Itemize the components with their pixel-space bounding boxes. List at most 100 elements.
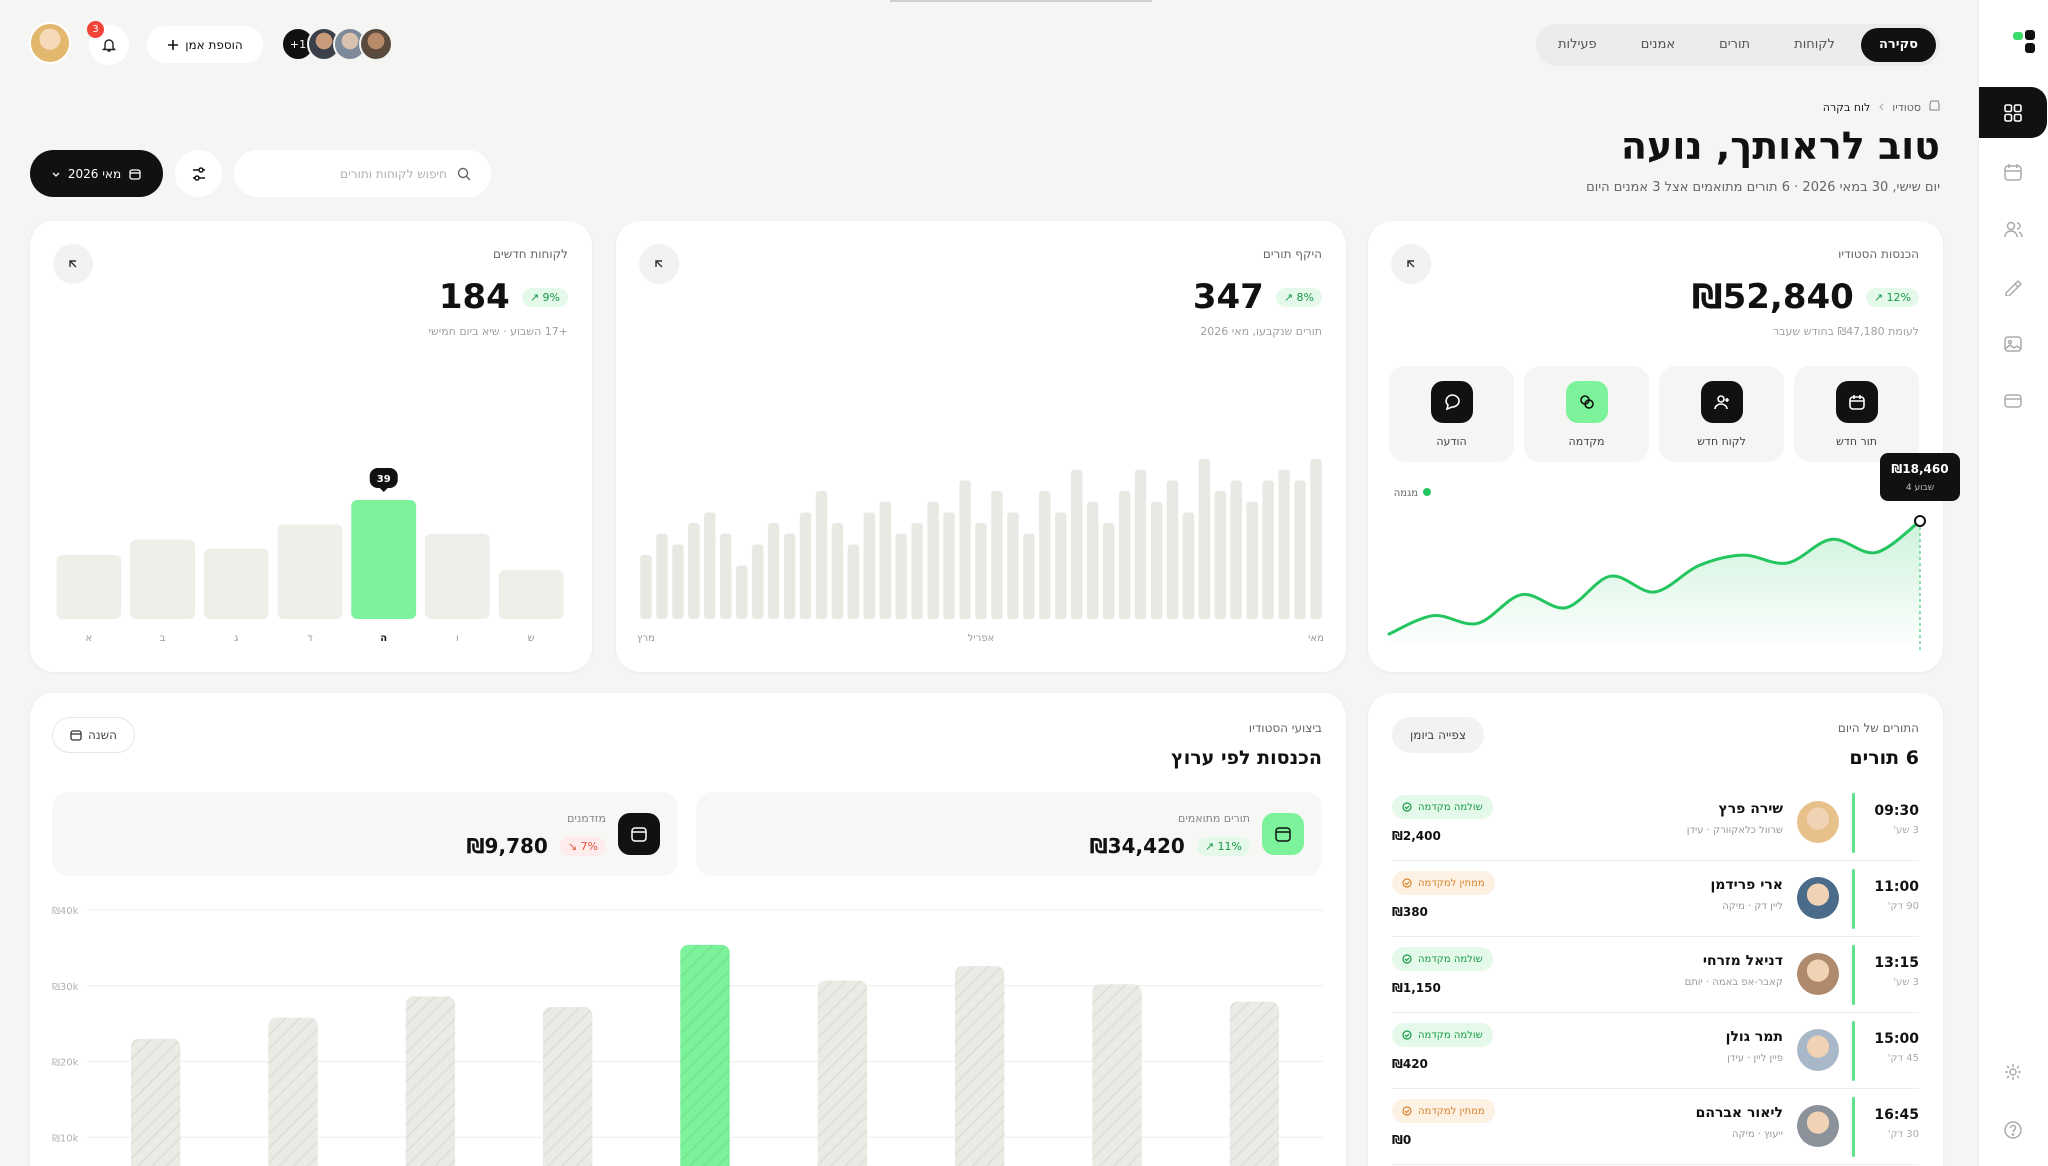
kpi-note: +17 השבוע · שיא ביום חמישי [428, 325, 568, 338]
appointment-row[interactable]: 13:15 3 שע' דניאל מזרחי קאבר-אפ באמה · יותם… [1392, 937, 1919, 1013]
client-name: שירה פרץ [1718, 801, 1783, 817]
bar [1007, 512, 1019, 619]
change-badge: ↗ 12% [1865, 287, 1919, 307]
nav-calendar[interactable] [2003, 162, 2023, 182]
x-tick-label: ד [307, 633, 313, 644]
status-pill: ממתין למקדמה [1392, 1099, 1495, 1123]
performance-card: ביצועי הסטודיו הכנסות לפי ערוץ השנה ₪10k… [30, 693, 1346, 1166]
bar [640, 555, 652, 619]
kpi-row: ↗ 8% 347 [1193, 277, 1322, 317]
user-avatar[interactable] [29, 22, 71, 64]
channel-chart: ₪10k ₪20k ₪30k ₪40k [52, 906, 1323, 1166]
bar [975, 523, 987, 619]
status-pill: שולמה מקדמה [1392, 947, 1493, 971]
nav-tab[interactable]: פעילות [1558, 37, 1597, 52]
revenue-card: הכנסות הסטודיו ↗ 12% ₪52,840 לעומת ₪47,1… [1368, 221, 1960, 672]
nav-tab[interactable]: אמנים [1640, 37, 1676, 52]
stat-change: ↘ 7% [559, 836, 606, 856]
status-icon [1402, 1030, 1412, 1040]
filter-button[interactable] [175, 150, 222, 197]
appointment-row[interactable]: 09:30 3 שע' שירה פרץ שרוול כלאקוורק · עידן ש… [1392, 785, 1919, 861]
quick-actions: תור חדש לקוח חדש מקדמה הודעה [1389, 366, 1919, 462]
nav-artists[interactable] [2003, 276, 2023, 296]
nav-tab[interactable]: לקוחות [1794, 37, 1835, 52]
appointment-row[interactable]: 11:00 90 דק' ארי פרידמן ליין דק · מיקה ממתין… [1392, 861, 1919, 937]
tooltip-value: ₪18,460 [1891, 462, 1948, 476]
expand-button[interactable] [53, 244, 93, 284]
bar [1134, 469, 1147, 619]
status-icon [1402, 802, 1412, 812]
client-service: ליין דק · מיקה [1722, 901, 1783, 912]
client-name: תמר גולן [1725, 1029, 1783, 1045]
status-icon [1402, 1106, 1412, 1116]
timeline-bar [1852, 1097, 1855, 1157]
nav-gallery[interactable] [2003, 334, 2023, 354]
chevron-icon [52, 172, 60, 177]
kpi-value: 184 [438, 277, 510, 317]
nav-tab[interactable]: סקירה [1861, 28, 1936, 62]
add-artist-button[interactable]: הוספת אמן [147, 26, 263, 63]
period-button[interactable]: השנה [52, 717, 135, 753]
bar [1214, 491, 1227, 619]
action-tile[interactable]: תור חדש [1794, 366, 1919, 462]
schedule-card: התורים של היום 6 תורים צפייה ביומן 09:30… [1368, 693, 1943, 1166]
nav-dashboard[interactable] [1979, 87, 2047, 138]
bar [130, 539, 196, 619]
search-placeholder: חיפוש לקוחות ותורים [340, 166, 447, 181]
bar [720, 533, 732, 619]
calendar-button[interactable]: צפייה ביומן [1392, 717, 1484, 753]
card-label: היקף תורים [1262, 247, 1322, 261]
bar [799, 512, 812, 619]
status-label: שולמה מקדמה [1418, 1029, 1483, 1041]
nav-payments[interactable] [2003, 391, 2023, 411]
stat-box: מזדמנים ↘ 7% ₪9,780 [52, 792, 678, 876]
action-tile[interactable]: מקדמה [1524, 366, 1649, 462]
timeline-bar [1852, 793, 1855, 853]
x-tick-label: ש [528, 633, 535, 644]
x-tick-label: מאי [1308, 633, 1324, 644]
bar [1182, 512, 1195, 619]
action-tile[interactable]: לקוח חדש [1659, 366, 1784, 462]
bar [943, 512, 955, 619]
bar [656, 533, 668, 619]
value-label-bg [369, 468, 398, 488]
bar [498, 570, 564, 619]
breadcrumb-item[interactable]: סטודיו [1892, 100, 1921, 114]
status-pill: שולמה מקדמה [1392, 1023, 1493, 1047]
client-avatar [1797, 877, 1839, 919]
search-input[interactable]: חיפוש לקוחות ותורים [234, 150, 491, 197]
search-icon [457, 167, 471, 180]
appointment-row[interactable]: 16:45 30 דק' ליאור אברהם ייעוץ · מיקה ממתין … [1392, 1089, 1919, 1165]
clients-chart: א ב ג ד ה 39 ו ש [56, 468, 564, 644]
status-pill: ממתין למקדמה [1392, 871, 1495, 895]
logo [2013, 30, 2035, 53]
breadcrumb: סטודיו לוח בקרה [1823, 100, 1940, 114]
breadcrumb-item[interactable]: לוח בקרה [1822, 100, 1871, 114]
bar [1092, 984, 1142, 1166]
action-label: הודעה [1436, 434, 1467, 448]
stat-row: ↗ 11% ₪34,420 [1090, 834, 1250, 858]
bar [351, 500, 417, 619]
kpi-row: ↗ 12% ₪52,840 [1692, 277, 1919, 317]
nav-clients[interactable] [2003, 219, 2023, 239]
bar [203, 548, 269, 619]
expand-button[interactable] [1391, 244, 1431, 284]
expand-button[interactable] [639, 244, 679, 284]
bar [1230, 480, 1242, 619]
nav-settings[interactable] [2003, 1062, 2023, 1082]
bar [1055, 512, 1067, 619]
bell-icon [101, 39, 117, 52]
nav-tab[interactable]: תורים [1719, 37, 1751, 52]
bar [704, 512, 716, 619]
action-label: תור חדש [1836, 434, 1877, 448]
action-tile[interactable]: הודעה [1389, 366, 1514, 462]
x-tick-label: ג [234, 633, 238, 644]
appointment-time: 15:00 [1874, 1031, 1919, 1047]
bar [405, 996, 456, 1166]
volume-card: היקף תורים ↗ 8% 347 תורים שנקבעו, מאי 20… [616, 221, 1346, 672]
bar [879, 501, 892, 619]
nav-help[interactable] [2003, 1120, 2023, 1140]
date-filter[interactable]: מאי 2026 [30, 150, 163, 197]
appointment-row[interactable]: 15:00 45 דק' תמר גולן פיין ליין · עידן שולמה… [1392, 1013, 1919, 1089]
